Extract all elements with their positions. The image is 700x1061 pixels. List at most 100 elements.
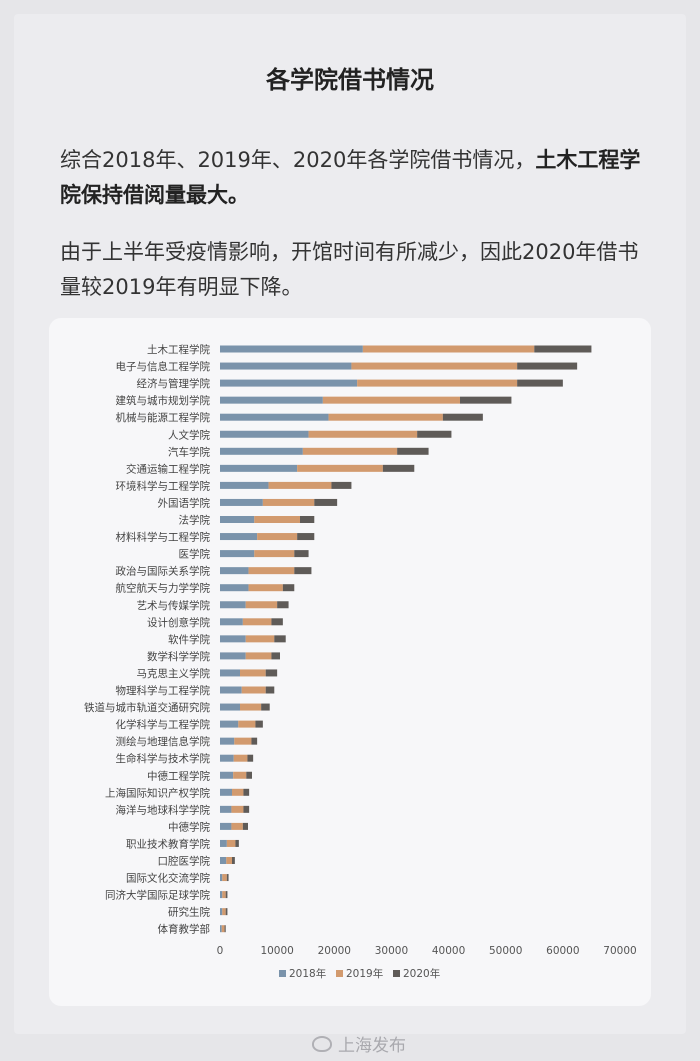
bar-segment-1 xyxy=(220,430,309,438)
bar-segment-1 xyxy=(220,584,249,592)
bar-segment-1 xyxy=(220,396,323,404)
bar-segment-2 xyxy=(308,430,418,438)
bar-segment-2 xyxy=(222,908,226,916)
bar-segment-2 xyxy=(245,601,278,609)
category-label: 测绘与地理信息学院 xyxy=(116,735,211,748)
bar-segment-1 xyxy=(220,822,232,830)
bar-segment-1 xyxy=(220,839,227,847)
category-label: 海洋与地球科学学院 xyxy=(116,803,211,816)
bar-segment-1 xyxy=(220,737,235,745)
bar-segment-1 xyxy=(220,498,263,506)
bar-segment-2 xyxy=(234,737,252,745)
bar-segment-2 xyxy=(328,413,443,421)
bar-segment-2 xyxy=(322,396,460,404)
bar-segment-1 xyxy=(220,908,223,916)
category-label: 国际文化交流学院 xyxy=(126,872,210,885)
bar-segment-3 xyxy=(246,771,252,779)
bar-segment-1 xyxy=(220,567,249,575)
category-label: 外国语学院 xyxy=(158,496,211,509)
bar-segment-3 xyxy=(226,874,229,882)
page-title: 各学院借书情况 xyxy=(266,66,434,94)
weibo-icon xyxy=(312,1036,332,1052)
category-label: 土木工程学院 xyxy=(147,343,210,356)
category-label: 电子与信息工程学院 xyxy=(116,360,211,373)
bar-segment-1 xyxy=(220,618,243,626)
bar-segment-1 xyxy=(220,771,234,779)
bar-segment-2 xyxy=(268,481,332,489)
bar-segment-2 xyxy=(221,925,225,933)
bar-segment-3 xyxy=(274,635,286,643)
bar-segment-3 xyxy=(225,908,228,916)
bar-segment-3 xyxy=(300,516,315,523)
bar-segment-1 xyxy=(220,362,352,370)
bar-segment-3 xyxy=(331,481,352,489)
bar-segment-2 xyxy=(232,788,244,796)
bar-segment-1 xyxy=(220,788,232,796)
bar-segment-3 xyxy=(442,413,483,421)
category-label: 化学科学与工程学院 xyxy=(116,718,211,731)
category-label: 设计创意学院 xyxy=(147,616,210,629)
bar-segment-3 xyxy=(235,839,239,847)
stacked-bar-chart: 土木工程学院电子与信息工程学院经济与管理学院建筑与城市规划学院机械与能源工程学院… xyxy=(84,343,637,980)
category-label: 研究生院 xyxy=(168,906,210,919)
bar-segment-3 xyxy=(243,788,250,796)
bar-segment-2 xyxy=(222,874,227,882)
legend-swatch xyxy=(393,970,400,977)
bar-segment-2 xyxy=(248,584,283,592)
bar-segment-3 xyxy=(242,822,248,830)
category-label: 材料科学与工程学院 xyxy=(116,531,211,544)
category-label: 经济与管理学院 xyxy=(137,377,211,390)
category-label: 同济大学国际足球学院 xyxy=(105,889,210,902)
bar-segment-2 xyxy=(222,891,226,899)
watermark: 上海发布 xyxy=(312,1031,406,1056)
bar-segment-2 xyxy=(351,362,518,370)
bar-segment-3 xyxy=(517,362,578,370)
category-label: 人文学院 xyxy=(168,428,210,441)
bar-segment-1 xyxy=(220,686,242,694)
summary-text: 综合2018年、2019年、2020年各学院借书情况， xyxy=(60,148,536,172)
bar-segment-1 xyxy=(220,925,222,933)
category-label: 上海国际知识产权学院 xyxy=(105,786,210,799)
bar-segment-2 xyxy=(302,447,398,455)
category-label: 机械与能源工程学院 xyxy=(116,411,211,424)
x-tick-label: 60000 xyxy=(546,945,579,957)
bar-segment-2 xyxy=(233,771,247,779)
bar-segment-2 xyxy=(248,567,295,575)
category-label: 交通运输工程学院 xyxy=(126,462,210,475)
legend-swatch xyxy=(279,970,286,977)
category-label: 中德工程学院 xyxy=(147,769,210,782)
explanation-paragraph: 由于上半年受疫情影响，开馆时间有所减少，因此2020年借书量较2019年有明显下… xyxy=(60,240,639,299)
bar-segment-3 xyxy=(265,669,278,677)
x-tick-label: 70000 xyxy=(603,945,636,957)
category-label: 口腔医学院 xyxy=(158,855,211,868)
x-tick-label: 40000 xyxy=(432,945,465,957)
legend-label: 2020年 xyxy=(403,967,440,980)
bar-segment-3 xyxy=(294,550,309,558)
category-label: 艺术与传媒学院 xyxy=(137,599,211,612)
bar-segment-2 xyxy=(254,516,300,523)
legend-label: 2018年 xyxy=(289,967,326,980)
bar-segment-2 xyxy=(357,379,518,387)
bar-segment-1 xyxy=(220,703,240,711)
bar-segment-1 xyxy=(220,550,255,558)
bar-segment-2 xyxy=(233,754,248,762)
bar-segment-3 xyxy=(271,652,280,660)
bar-segment-1 xyxy=(220,805,232,813)
bar-segment-2 xyxy=(262,498,315,506)
chart-card: 土木工程学院 电子与信息工程学院 经济与管理学院 建筑与城市规划学院 机械与能源工程学院… xyxy=(49,318,651,1006)
bar-segment-1 xyxy=(220,464,298,472)
bar-segment-1 xyxy=(220,481,269,489)
bar-segment-3 xyxy=(265,686,275,694)
bar-segment-3 xyxy=(277,601,289,609)
bar-segment-2 xyxy=(240,669,266,677)
bar-segment-1 xyxy=(220,601,246,609)
x-tick-label: 0 xyxy=(217,945,224,957)
legend-label: 2019年 xyxy=(346,967,383,980)
bar-segment-1 xyxy=(220,891,223,899)
bar-segment-3 xyxy=(517,379,563,387)
category-label: 中德学院 xyxy=(168,820,210,833)
bar-segment-2 xyxy=(257,533,298,541)
bar-segment-2 xyxy=(254,550,295,558)
bar-segment-2 xyxy=(231,805,244,813)
bar-segment-1 xyxy=(220,669,240,677)
